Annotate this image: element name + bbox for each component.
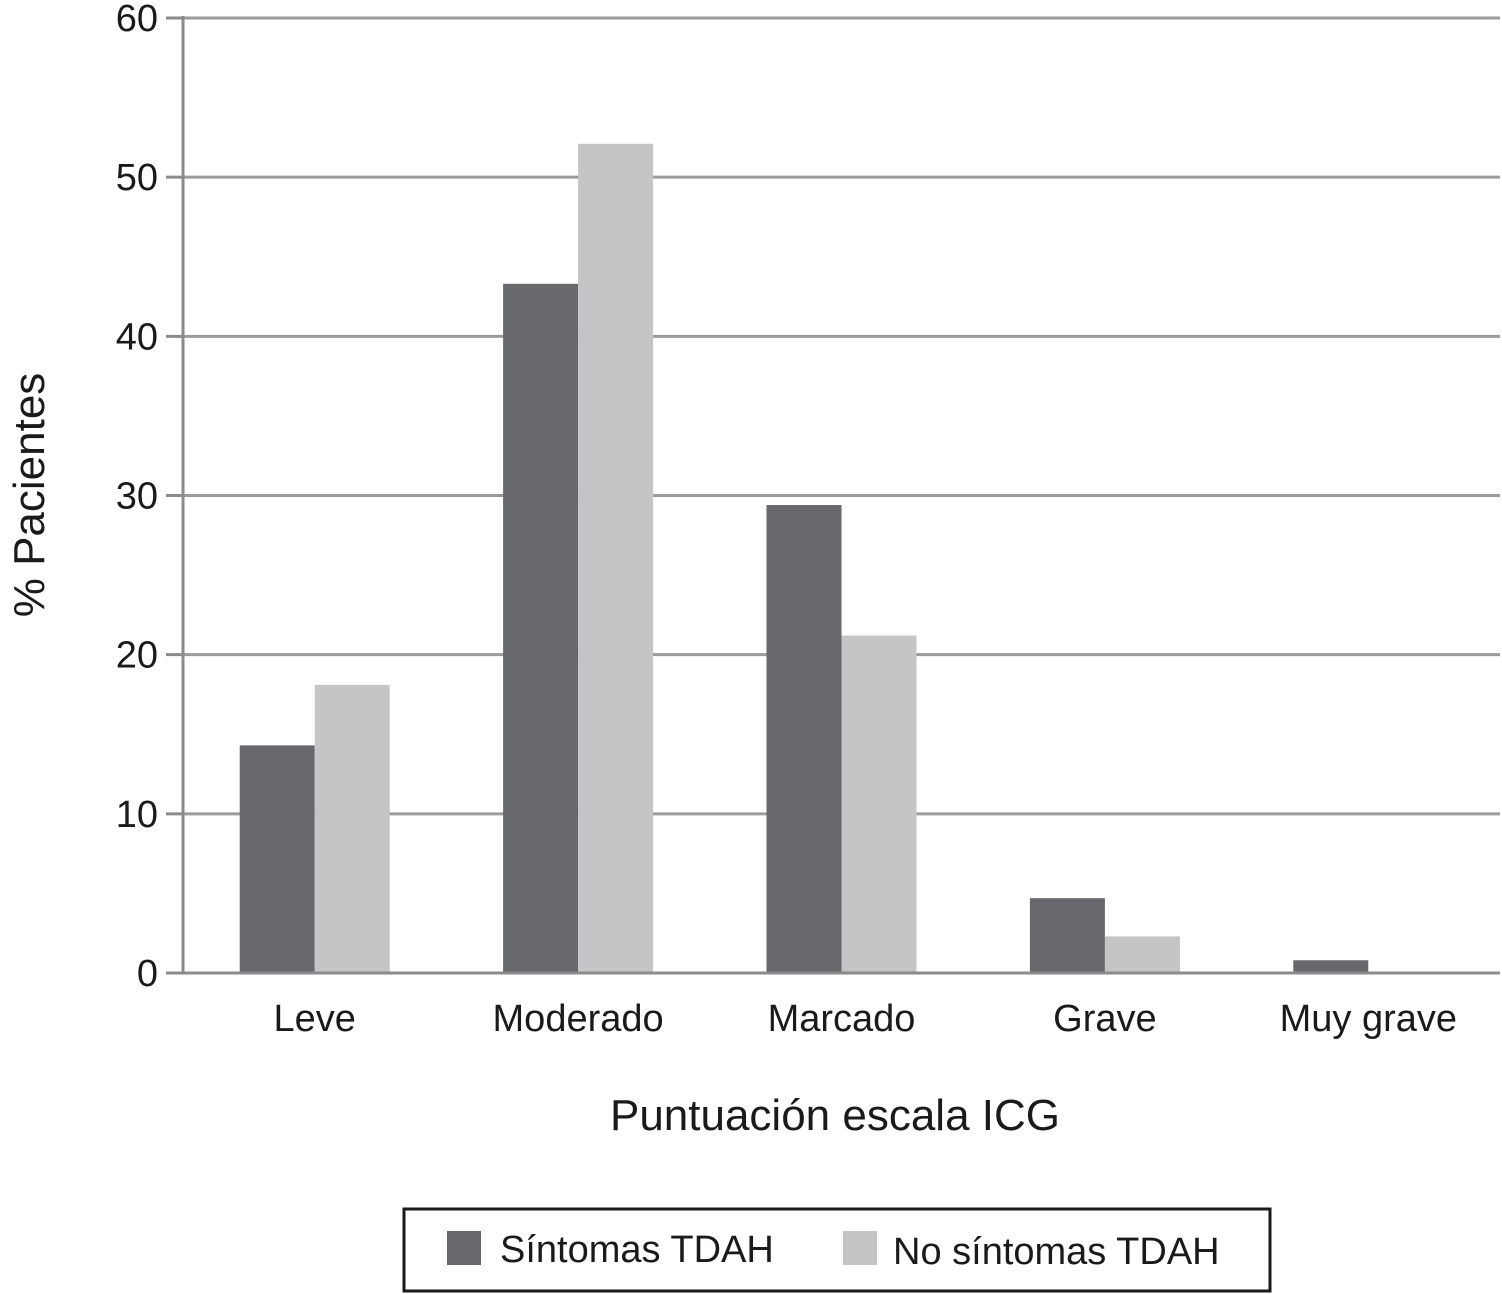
y-tick-label: 20 xyxy=(116,635,158,677)
y-tick-label: 50 xyxy=(116,157,158,199)
bar-no-sintomas-moderado xyxy=(578,143,654,973)
legend: Síntomas TDAH No síntomas TDAH xyxy=(402,1207,1272,1293)
y-tick-label: 0 xyxy=(137,953,158,995)
bar-no-sintomas-leve xyxy=(314,684,390,973)
y-tick-label: 30 xyxy=(116,476,158,518)
x-tick-label: Grave xyxy=(1053,998,1156,1040)
bar-no-sintomas-marcado xyxy=(841,635,917,973)
y-tick-labels: 0 10 20 30 40 50 60 xyxy=(116,0,158,995)
bar-sintomas-marcado xyxy=(766,505,842,973)
y-tick-label: 40 xyxy=(116,316,158,358)
bar-no-sintomas-grave xyxy=(1104,936,1180,973)
legend-box xyxy=(402,1207,1272,1293)
bar-sintomas-leve xyxy=(239,745,315,973)
gridlines xyxy=(183,16,1500,816)
x-tick-labels: Leve Moderado Marcado Grave Muy grave xyxy=(273,998,1457,1040)
x-tick-label: Marcado xyxy=(768,998,916,1040)
y-tick-label: 60 xyxy=(116,0,158,40)
bar-sintomas-muy-grave xyxy=(1293,960,1369,973)
legend-swatch-no-sintomas xyxy=(843,1231,877,1265)
legend-label-sintomas: Síntomas TDAH xyxy=(500,1229,774,1271)
bar-sintomas-grave xyxy=(1029,898,1105,973)
bar-sintomas-moderado xyxy=(503,283,579,973)
x-tick-label: Moderado xyxy=(493,998,664,1040)
axes xyxy=(166,16,1500,975)
legend-label-no-sintomas: No síntomas TDAH xyxy=(893,1231,1220,1273)
legend-swatch-sintomas xyxy=(447,1231,481,1265)
x-tick-label: Leve xyxy=(273,998,355,1040)
x-axis-title: Puntuación escala ICG xyxy=(610,1091,1060,1140)
x-tick-label: Muy grave xyxy=(1280,998,1457,1040)
bars xyxy=(239,143,1369,973)
y-tick-label: 10 xyxy=(116,794,158,836)
y-axis-title: % Pacientes xyxy=(5,373,54,618)
